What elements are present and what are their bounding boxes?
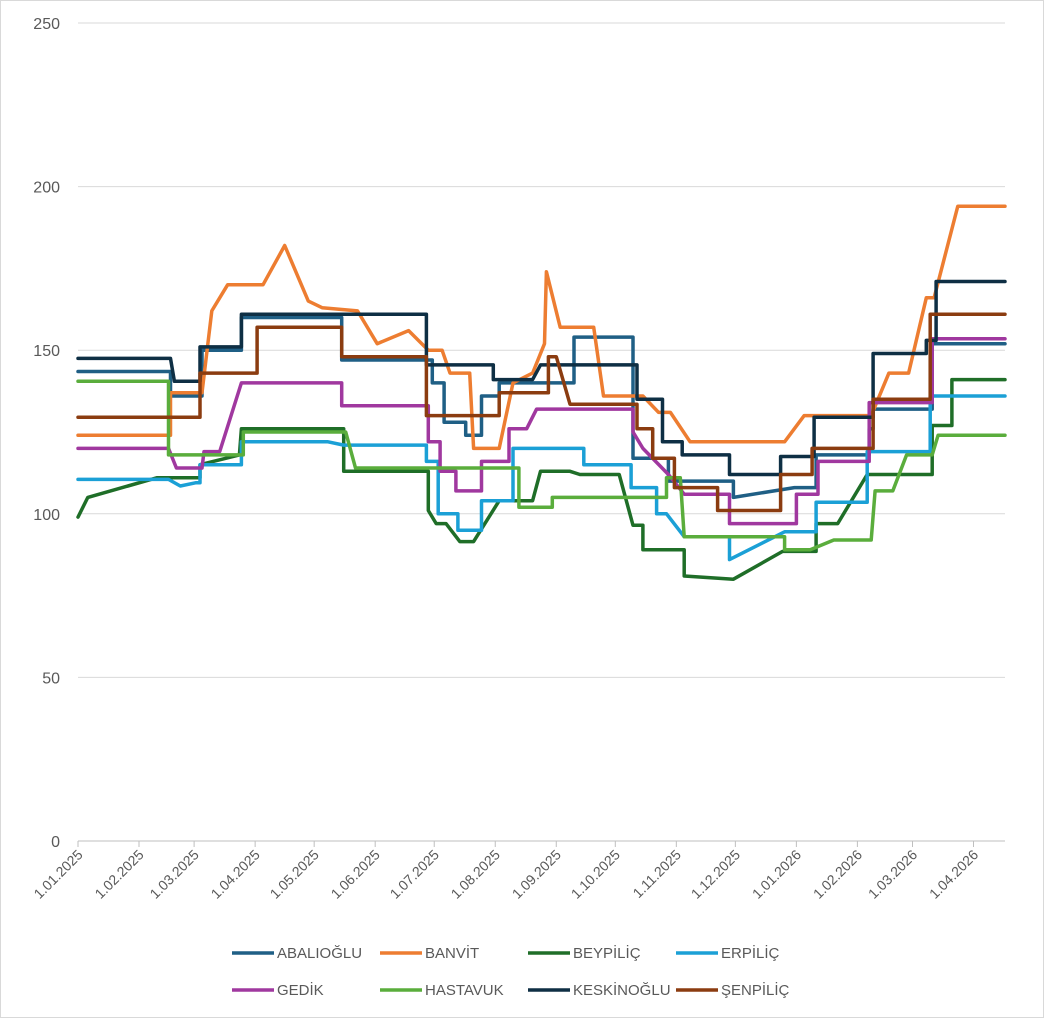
- x-tick-label: 1.07.2025: [387, 846, 443, 902]
- y-tick-label: 0: [51, 834, 60, 851]
- series-line: [76, 279, 1007, 477]
- x-axis: 1.01.2025 1.02.2025 1.03.2025 1.04.2025 1.05…: [30, 840, 1005, 902]
- x-tick-label: 1.05.2025: [267, 846, 323, 902]
- legend-label: HASTAVUK: [425, 982, 504, 999]
- y-tick-label: 100: [33, 507, 60, 524]
- x-tick-label: 1.01.2025: [30, 846, 86, 902]
- x-tick-label: 1.03.2025: [146, 846, 202, 902]
- y-tick-label: 150: [33, 343, 60, 360]
- series-lines: [76, 204, 1007, 581]
- x-tick-label: 1.02.2026: [810, 846, 866, 902]
- x-tick-label: 1.03.2026: [865, 846, 921, 902]
- series-line: [76, 336, 1007, 526]
- legend-label: ABALIOĞLU: [277, 945, 362, 962]
- legend-label: KESKİNOĞLU: [573, 981, 671, 999]
- x-tick-label: 1.11.2025: [629, 846, 684, 901]
- legend-label: ERPİLİÇ: [721, 944, 780, 962]
- legend-label: BANVİT: [425, 944, 479, 962]
- x-tick-label: 1.02.2025: [91, 846, 147, 902]
- x-tick-label: 1.04.2025: [208, 846, 264, 902]
- legend-label: ŞENPİLİÇ: [721, 981, 790, 999]
- x-tick-label: 1.12.2025: [688, 846, 744, 902]
- legend: ABALIOĞLU BANVİT BEYPİLİÇ ERPİLİÇ GEDİK HASTA…: [232, 944, 790, 999]
- series-line: [76, 394, 1007, 562]
- series-line: [76, 312, 1007, 513]
- x-tick-label: 1.04.2026: [926, 846, 982, 902]
- x-tick-label: 1.09.2025: [509, 846, 565, 902]
- x-tick-label: 1.06.2025: [328, 846, 384, 902]
- y-tick-label: 200: [33, 180, 60, 197]
- legend-label: GEDİK: [277, 981, 324, 999]
- y-axis-ticks: 0 50 100 150 200 250: [33, 16, 60, 851]
- x-tick-label: 1.01.2026: [749, 846, 805, 902]
- x-tick-label: 1.08.2025: [448, 846, 504, 902]
- legend-label: BEYPİLİÇ: [573, 944, 641, 962]
- series-line: [76, 377, 1007, 581]
- y-tick-label: 250: [33, 16, 60, 33]
- x-tick-label: 1.10.2025: [568, 846, 624, 902]
- y-tick-label: 50: [42, 670, 60, 687]
- series-line: [76, 204, 1007, 451]
